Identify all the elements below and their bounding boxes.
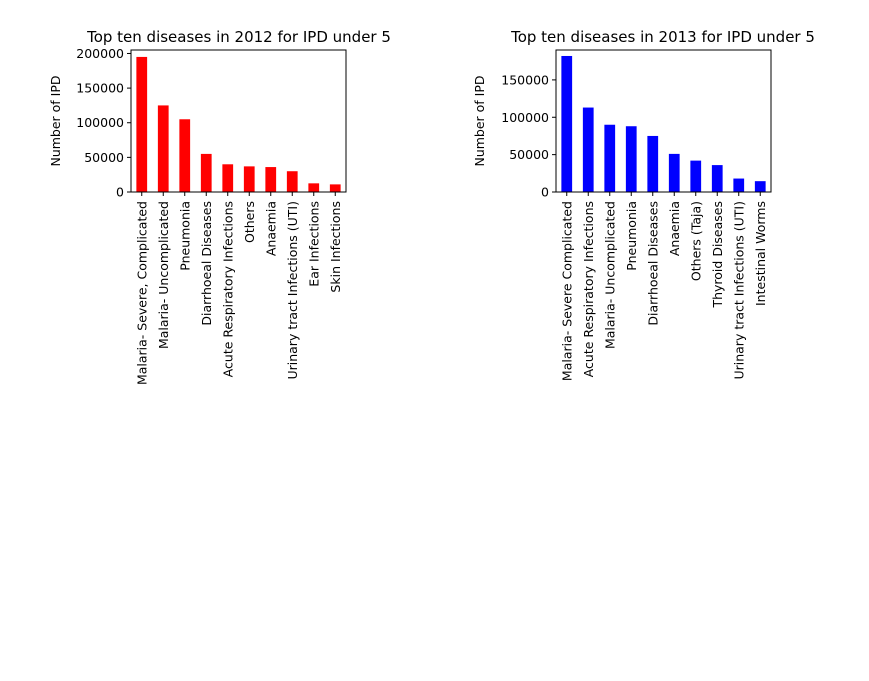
bar <box>561 55 573 193</box>
bar <box>243 166 255 192</box>
y-tick-label: 150000 <box>501 72 549 87</box>
bar <box>222 164 234 192</box>
bar <box>157 105 169 192</box>
x-tick-label: Diarrhoeal Diseases <box>645 201 660 326</box>
y-tick-label: 50000 <box>84 150 124 165</box>
x-tick-label: Others (Taja) <box>688 201 703 281</box>
bar <box>582 107 594 192</box>
x-tick-label: Malaria- Severe Complicated <box>559 201 574 381</box>
x-tick-label: Malaria- Uncomplicated <box>602 201 617 349</box>
bar <box>754 181 766 192</box>
y-tick-label: 0 <box>541 185 549 200</box>
x-tick-label: Pneumonia <box>624 201 639 271</box>
x-tick-label: Anaemia <box>667 201 682 256</box>
bar <box>329 184 341 192</box>
y-tick-label: 200000 <box>76 46 124 61</box>
y-tick-label: 50000 <box>509 147 549 162</box>
x-tick-label: Ear Infections <box>306 201 321 287</box>
x-tick-label: Urinary tract Infections (UTI) <box>285 201 300 380</box>
x-tick-label: Urinary tract Infections (UTI) <box>731 201 746 380</box>
bar <box>668 153 680 192</box>
y-axis-label: Number of IPD <box>48 75 63 166</box>
x-tick-label: Malaria- Severe, Complicated <box>134 201 149 385</box>
bar <box>625 126 637 192</box>
x-tick-label: Intestinal Worms <box>753 201 768 306</box>
x-tick-label: Thyroid Diseases <box>710 201 725 309</box>
x-tick-label: Diarrhoeal Diseases <box>199 201 214 326</box>
x-tick-label: Acute Respiratory Infections <box>220 201 235 377</box>
bar <box>733 178 745 192</box>
x-tick-label: Pneumonia <box>177 201 192 271</box>
y-tick-label: 0 <box>116 185 124 200</box>
y-tick-label: 100000 <box>76 115 124 130</box>
bar <box>604 124 616 192</box>
bar <box>690 160 702 192</box>
chart-title: Top ten diseases in 2012 for IPD under 5 <box>86 28 391 46</box>
x-tick-label: Anaemia <box>263 201 278 256</box>
bar <box>308 183 320 192</box>
plot-frame <box>130 49 347 193</box>
y-tick-label: 150000 <box>76 81 124 96</box>
bar <box>265 167 277 192</box>
chart-panel-1: Top ten diseases in 2012 for IPD under 5… <box>48 28 391 385</box>
chart-panel-2: Top ten diseases in 2013 for IPD under 5… <box>472 28 815 381</box>
x-tick-label: Acute Respiratory Infections <box>581 201 596 377</box>
bar <box>286 171 298 192</box>
plot-frame <box>555 49 772 193</box>
y-axis-label: Number of IPD <box>472 75 487 166</box>
bar <box>711 165 723 192</box>
bar <box>200 153 212 192</box>
chart-title: Top ten diseases in 2013 for IPD under 5 <box>510 28 815 46</box>
bar <box>647 135 659 192</box>
y-tick-label: 100000 <box>501 110 549 125</box>
x-tick-label: Malaria- Uncomplicated <box>156 201 171 349</box>
bar <box>136 56 148 192</box>
bar <box>179 119 191 192</box>
x-tick-label: Others <box>242 201 257 243</box>
x-tick-label: Skin Infections <box>328 201 343 293</box>
